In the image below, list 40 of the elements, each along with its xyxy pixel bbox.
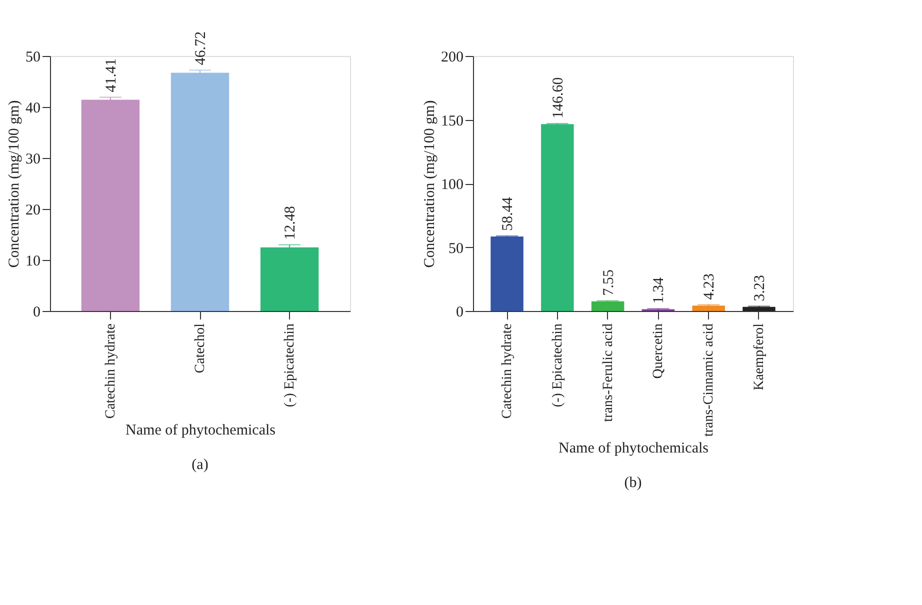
y-tick-label: 50 <box>448 240 464 257</box>
data-label: 7.55 <box>600 269 617 296</box>
data-label: 46.72 <box>193 31 209 66</box>
y-tick-label: 200 <box>441 50 464 66</box>
y-tick-label: 0 <box>33 304 40 320</box>
x-axis-title: Name of phytochemicals <box>558 440 709 457</box>
bar <box>591 301 624 311</box>
x-tick-label: Catechol <box>193 323 208 374</box>
y-tick-label: 150 <box>441 113 464 130</box>
y-tick-label: 30 <box>26 152 40 168</box>
bar <box>541 124 574 311</box>
x-tick-label: Kaempferol <box>752 323 767 390</box>
data-label: 146.60 <box>550 77 566 118</box>
bar <box>742 306 776 311</box>
text: (a) <box>192 457 208 474</box>
y-axis-title: Concentration (mg/100 gm) <box>422 100 438 268</box>
y-tick-label: 20 <box>26 202 40 218</box>
y-tick-label: 100 <box>441 177 464 193</box>
bar <box>692 306 725 311</box>
y-tick-label: 10 <box>26 254 40 270</box>
data-label: 12.48 <box>282 206 299 240</box>
data-label: 4.23 <box>702 273 718 300</box>
x-tick-label: (-) Epicatechin <box>550 324 566 408</box>
x-tick-label: Catechin hydrate <box>103 324 118 419</box>
y-axis-title: Concentration (mg/100 gm) <box>6 100 22 268</box>
y-tick-label: 50 <box>26 50 40 66</box>
x-tick-label: trans-Cinnamic acid <box>702 324 717 437</box>
text: (b) <box>624 475 642 492</box>
data-label: 58.44 <box>500 196 516 231</box>
data-label: 3.23 <box>752 274 768 302</box>
bar <box>490 236 524 311</box>
x-axis-title: Name of phytochemicals <box>126 422 276 439</box>
x-tick-label: (-) Epicatechin <box>282 324 298 408</box>
x-tick-label: Quercetin <box>651 324 666 379</box>
y-tick-label: 40 <box>26 100 40 116</box>
y-tick-label: 0 <box>456 304 464 320</box>
data-label: 41.41 <box>103 58 120 92</box>
data-label: 1.34 <box>651 276 668 304</box>
x-tick-label: Catechin hydrate <box>500 324 516 419</box>
x-tick-label: trans-Ferulic acid <box>600 324 616 422</box>
